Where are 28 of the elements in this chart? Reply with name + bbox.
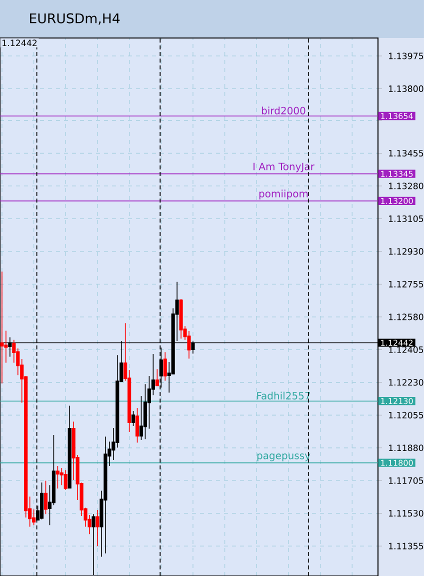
- y-tick-label: 1.11530: [388, 510, 424, 517]
- y-tick-label: 1.13800: [388, 85, 424, 92]
- ref-line-label: pagepussy: [257, 454, 310, 462]
- annotation: 1.12442: [2, 40, 37, 46]
- y-tick-label: 1.13280: [388, 182, 424, 190]
- y-tick-label: 1.12580: [388, 314, 424, 320]
- y-tick-label: 1.11705: [388, 477, 424, 484]
- y-tick-label: 1.13455: [388, 150, 424, 157]
- text: 1.12130: [381, 398, 413, 404]
- y-tick-label: 1.13105: [388, 215, 424, 222]
- y-tick-label: 1.11355: [388, 542, 424, 550]
- ref-line-label: pomiipom: [259, 190, 308, 200]
- text: 1.13654: [381, 112, 413, 120]
- ref-line-label: I Am TonyJar: [254, 162, 314, 172]
- ref-line-label: Fadhil2557: [257, 392, 310, 400]
- ref-line-label: bird2000: [262, 106, 306, 114]
- y-tick-label: 1.12930: [388, 248, 424, 255]
- chart-title: EURUSDm,H4: [30, 13, 120, 25]
- y-tick-label: 1.12230: [388, 379, 424, 386]
- y-tick-label: 1.12755: [388, 280, 424, 288]
- y-tick-label: 1.13975: [388, 52, 424, 60]
- text: 1.11800: [381, 460, 413, 466]
- text: 1.13345: [381, 170, 413, 177]
- text: 1.12442: [381, 340, 413, 346]
- y-tick-label: 1.12055: [388, 412, 424, 418]
- y-tick-label: 1.12405: [388, 346, 424, 353]
- y-tick-label: 1.11880: [388, 444, 424, 452]
- text: 1.13200: [381, 198, 413, 204]
